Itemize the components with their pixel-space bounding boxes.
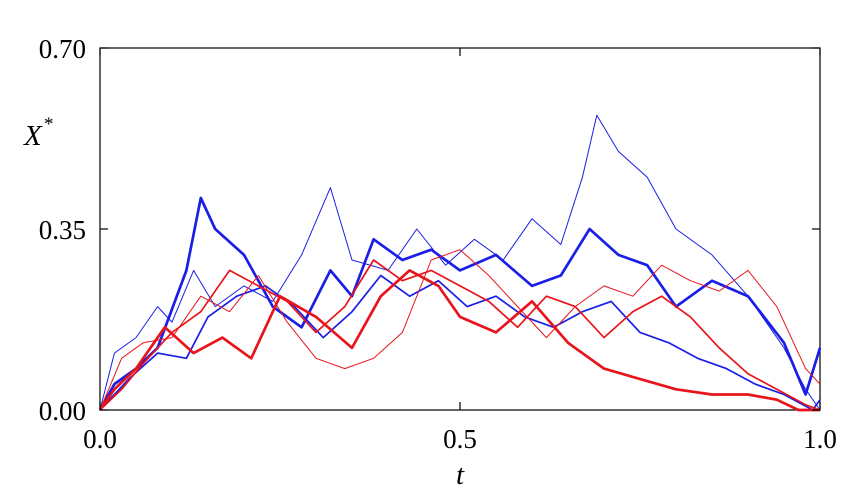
series-layer (98, 114, 822, 412)
series-line-1 (98, 196, 822, 411)
y-tick-label-1: 0.35 (39, 215, 86, 245)
series-line-0 (99, 114, 821, 411)
y-axis-label-superscript: * (44, 114, 54, 135)
series-line-3 (98, 269, 820, 412)
series-line-5 (99, 259, 821, 411)
series-line-2 (99, 274, 821, 411)
ticks-layer (99, 47, 821, 411)
x-tick-label-2: 1.0 (803, 424, 837, 454)
x-axis-label: t (456, 459, 465, 491)
y-tick-label-2: 0.70 (39, 34, 86, 64)
y-tick-label-0: 0.00 (39, 396, 86, 426)
x-tick-label-1: 0.5 (443, 424, 477, 454)
x-tick-label-0: 0.0 (83, 424, 117, 454)
plot-frame (99, 47, 821, 411)
series-line-4 (99, 249, 821, 411)
y-axis-label: X (23, 120, 43, 152)
